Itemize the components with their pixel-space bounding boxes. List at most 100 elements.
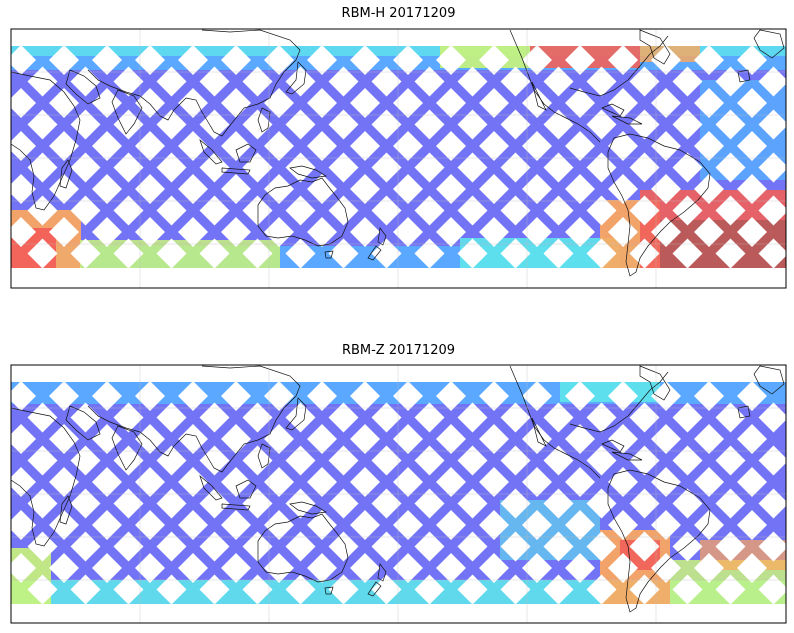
swath-gap (393, 381, 423, 411)
swath-gap (414, 195, 445, 226)
swath-gap (221, 553, 251, 583)
swath-gap (221, 510, 251, 540)
swath-gap (11, 467, 36, 497)
swath-gap (629, 574, 660, 605)
swath-gap (414, 152, 445, 183)
swath-gap (27, 574, 58, 605)
swath-gap (500, 488, 531, 519)
swath-gap (221, 467, 251, 497)
swath-gap (543, 109, 574, 140)
swath-gap (500, 109, 531, 140)
swath-gap (242, 445, 273, 476)
swath-gap (328, 152, 359, 183)
swath-gap (436, 131, 466, 161)
swath-gap (457, 109, 488, 140)
swath-gap (436, 88, 466, 118)
swath-gap (436, 553, 466, 583)
swath-gap (393, 131, 423, 161)
swath-gap (393, 174, 423, 204)
swath-gap (393, 88, 423, 118)
swath-gap (758, 238, 786, 269)
swath-gap (371, 238, 402, 269)
swath-gap (307, 467, 337, 497)
swath-gap (49, 45, 79, 75)
swath-gap (92, 510, 122, 540)
swath-gap (457, 66, 488, 97)
swath-gap (414, 66, 445, 97)
swath-gap (694, 510, 724, 540)
swath-gap (758, 531, 786, 562)
swath-gap (264, 467, 294, 497)
swath-gap (758, 109, 786, 140)
swath-gap (328, 195, 359, 226)
swath-gap (758, 445, 786, 476)
swath-gap (49, 553, 79, 583)
swath-gap (371, 152, 402, 183)
swath-gap (307, 217, 337, 247)
swath-gap (242, 195, 273, 226)
swath-gap (672, 152, 703, 183)
swath-gap (500, 66, 531, 97)
swath-gap (414, 445, 445, 476)
swath-gap (500, 574, 531, 605)
swath-gap (285, 152, 316, 183)
swath-gap (522, 510, 552, 540)
swath-gap (350, 381, 380, 411)
swath-gap (414, 574, 445, 605)
swath-gap (737, 174, 767, 204)
swath-gap (737, 131, 767, 161)
swath-gap (27, 445, 58, 476)
swath-gap (608, 424, 638, 454)
swath-gap (737, 88, 767, 118)
swath-gap (11, 381, 36, 411)
swath-gap (543, 152, 574, 183)
swath-gap (178, 88, 208, 118)
swath-gap (156, 445, 187, 476)
swath-gap (457, 402, 488, 433)
swath-gap (651, 467, 681, 497)
swath-gap (565, 174, 595, 204)
swath-gap (113, 402, 144, 433)
swath-gap (565, 45, 595, 75)
swath-gap (49, 131, 79, 161)
swath-gap (629, 66, 660, 97)
swath-gap (49, 424, 79, 454)
swath-gap (242, 109, 273, 140)
swath-gap (307, 553, 337, 583)
swath-gap (672, 574, 703, 605)
swath-gap (92, 553, 122, 583)
swath-gap (285, 488, 316, 519)
swath-gap (178, 45, 208, 75)
swath-gap (522, 381, 552, 411)
swath-gap (715, 152, 746, 183)
swath-gap (11, 553, 36, 583)
swath-gap (586, 445, 617, 476)
swath-gap (328, 66, 359, 97)
swath-gap (608, 381, 638, 411)
swath-gap (629, 402, 660, 433)
swath-gap (70, 66, 101, 97)
swath-gap (694, 45, 724, 75)
swath-gap (565, 510, 595, 540)
swath-gap (135, 217, 165, 247)
swath-gap (199, 445, 230, 476)
swath-gap (629, 488, 660, 519)
swath-gap (27, 238, 58, 269)
swath-gap (694, 553, 724, 583)
swath-gap (350, 88, 380, 118)
swath-gap (92, 467, 122, 497)
swath-gap (156, 531, 187, 562)
swath-gap (522, 553, 552, 583)
swath-gap (27, 152, 58, 183)
swath-gap (199, 109, 230, 140)
swath-gap (479, 510, 509, 540)
swath-gap (758, 195, 786, 226)
swath-gap (479, 88, 509, 118)
swath-gap (113, 574, 144, 605)
swath-gap (328, 238, 359, 269)
swath-gap (221, 45, 251, 75)
swath-gap (715, 488, 746, 519)
swath-gap (70, 574, 101, 605)
swath-gap (11, 131, 36, 161)
